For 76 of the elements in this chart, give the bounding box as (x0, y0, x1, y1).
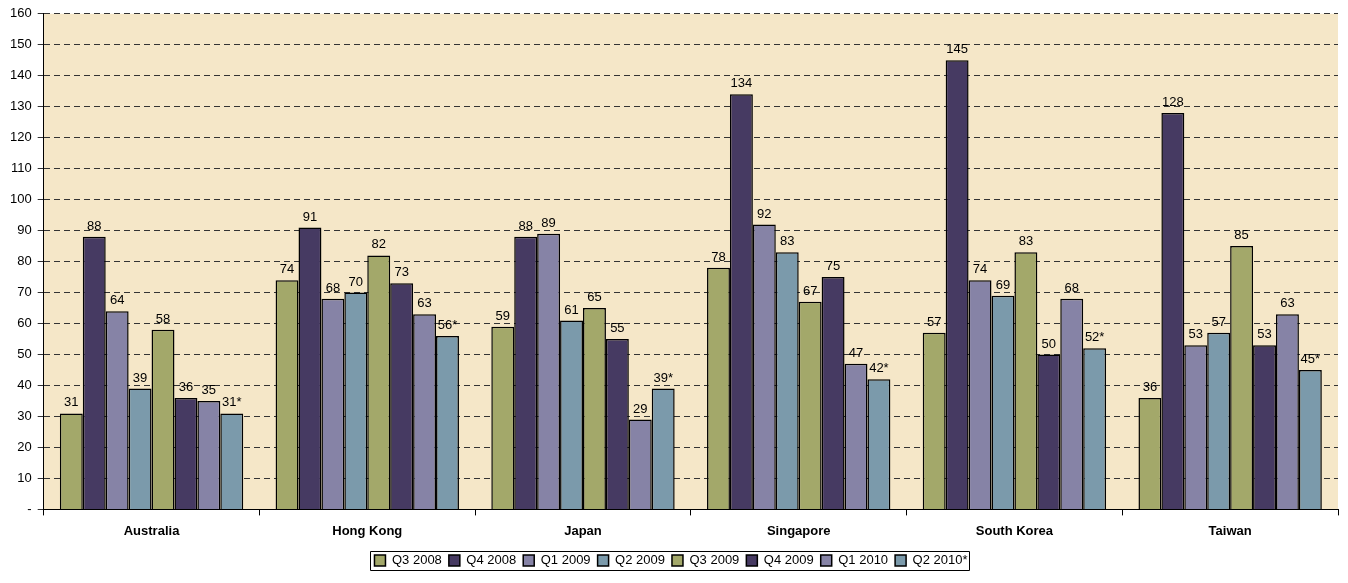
data-label: 29 (633, 400, 648, 416)
x-tick-label: Singapore (766, 522, 831, 538)
data-label: 59 (495, 307, 510, 323)
data-label: 55 (610, 320, 625, 336)
x-tick-label: South Korea (975, 522, 1054, 538)
data-label: 63 (1280, 295, 1295, 311)
data-label: 52* (1084, 329, 1105, 345)
data-label: 31* (222, 394, 242, 410)
x-tick-label: Hong Kong (332, 522, 403, 538)
y-tick-label: 90 (17, 222, 32, 238)
data-label: 145 (946, 41, 968, 57)
data-label: 65 (587, 289, 602, 305)
x-tick-label: Australia (123, 522, 181, 538)
legend-label: Q4 2008 (466, 552, 517, 568)
data-label: 39* (653, 369, 673, 385)
data-label: 47 (848, 344, 864, 360)
data-label: 53 (1188, 326, 1203, 342)
y-tick-label: 160 (9, 5, 32, 21)
data-label: 50 (1041, 335, 1057, 351)
data-label: 92 (757, 205, 772, 221)
data-label: 31 (64, 394, 79, 410)
data-label: 88 (518, 217, 533, 233)
legend-label: Q2 2009 (615, 552, 665, 568)
data-label: 91 (302, 208, 318, 224)
data-label: 74 (972, 261, 988, 277)
data-label: 70 (348, 273, 364, 289)
legend-label: Q1 2009 (540, 552, 591, 568)
data-label: 35 (201, 382, 217, 398)
y-tick-label: 150 (9, 36, 32, 52)
data-label: 58 (155, 310, 171, 326)
data-label: 61 (564, 301, 579, 317)
y-tick-label: 50 (17, 346, 32, 362)
y-tick-label: 10 (17, 470, 32, 485)
data-label: 128 (1161, 94, 1184, 109)
data-label: 83 (1018, 233, 1034, 249)
data-label: 73 (394, 264, 409, 280)
y-tick-label: 40 (17, 377, 32, 393)
data-label: 69 (995, 276, 1011, 292)
y-tick-label: 140 (9, 67, 32, 83)
data-label: 88 (87, 217, 102, 233)
data-label: 56* (437, 317, 458, 333)
data-label: 85 (1234, 227, 1249, 243)
x-tick-label: Japan (564, 522, 602, 538)
data-label: 53 (1257, 326, 1272, 342)
y-tick-label: 30 (17, 408, 32, 424)
legend-label: Q3 2008 (391, 552, 442, 568)
data-label: 134 (730, 75, 753, 91)
data-label: 45* (1300, 351, 1321, 367)
y-tick-label: 80 (17, 253, 32, 269)
data-label: 78 (711, 248, 726, 264)
data-label: 36 (178, 378, 194, 394)
y-tick-label: 110 (10, 160, 32, 176)
y-tick-label: 20 (17, 439, 32, 455)
data-label: 82 (371, 236, 386, 252)
data-label: 64 (109, 292, 125, 308)
data-label: 68 (325, 279, 341, 295)
data-label: 57 (1211, 313, 1226, 329)
data-label: 74 (279, 261, 295, 277)
data-label: 75 (825, 258, 841, 274)
legend-label: Q1 2010 (838, 552, 889, 568)
y-tick-label: 130 (9, 98, 32, 114)
y-tick-label: 60 (17, 315, 32, 331)
legend-label: Q4 2009 (763, 552, 814, 568)
data-label: 83 (780, 233, 795, 249)
data-label: 42* (869, 360, 889, 376)
y-tick-label: - (27, 500, 32, 516)
y-tick-label: 120 (9, 129, 32, 145)
data-label: 39 (132, 369, 148, 385)
y-tick-label: 100 (9, 191, 32, 207)
y-tick-label: 70 (17, 284, 32, 300)
legend-label: Q3 2009 (689, 552, 740, 568)
data-label: 63 (417, 295, 432, 311)
data-label: 68 (1064, 279, 1079, 295)
legend-label: Q2 2010* (912, 552, 968, 568)
data-label: 89 (541, 214, 556, 230)
x-tick-label: Taiwan (1208, 522, 1252, 538)
